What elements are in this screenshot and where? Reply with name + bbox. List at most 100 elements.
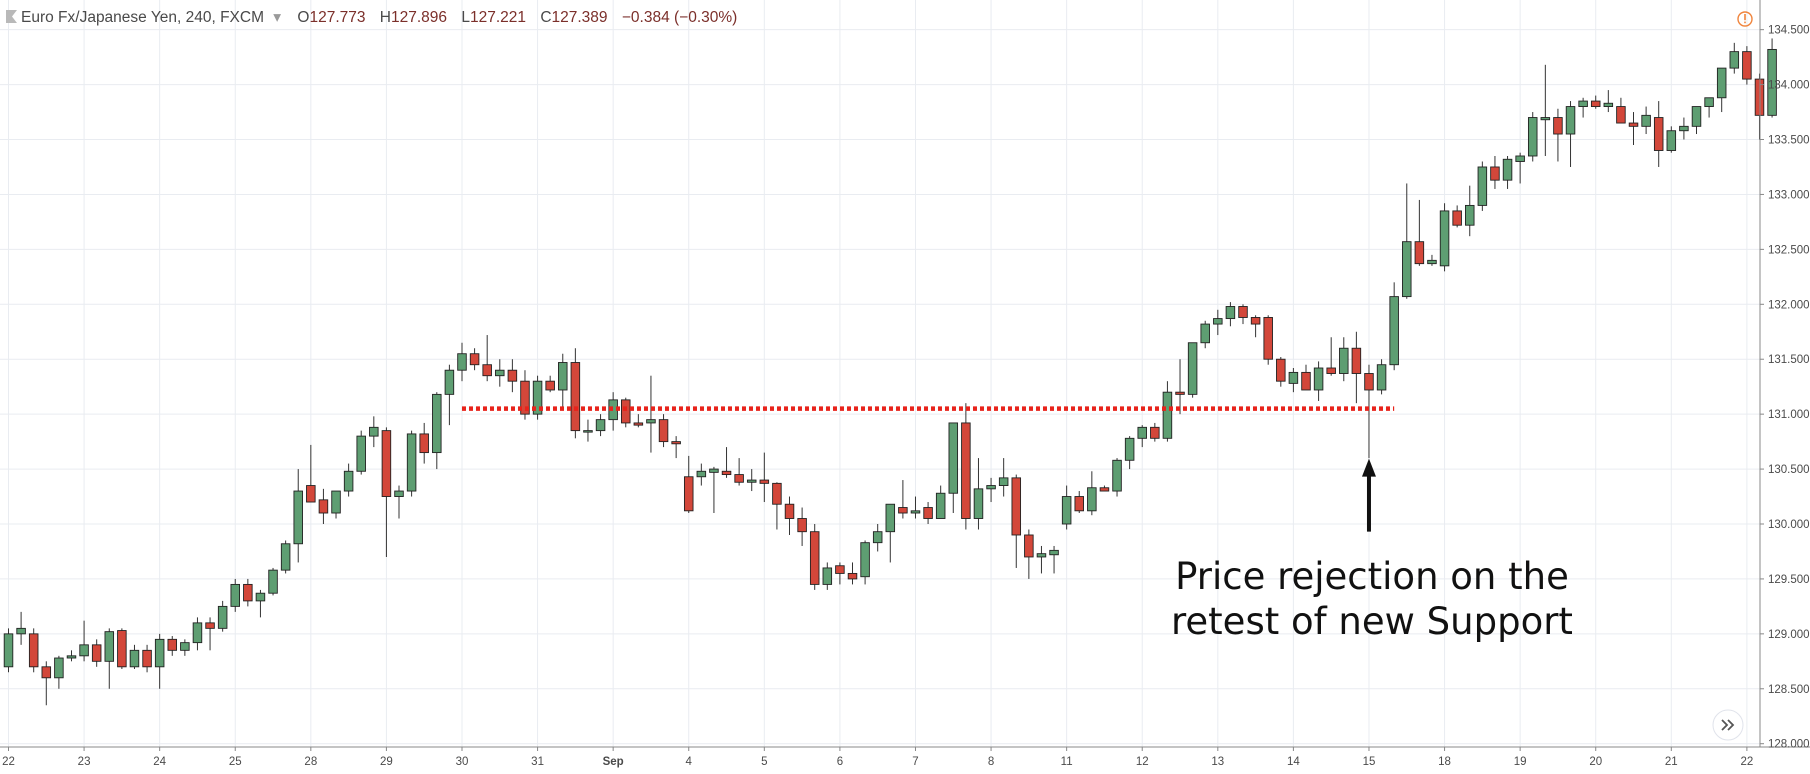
candle (406, 430, 417, 497)
candle-body (1200, 323, 1210, 344)
candle (885, 503, 896, 563)
price-axis[interactable]: 128.000 128.500 129.000 129.500 130.000 130.5… (1760, 25, 1810, 751)
candle-body (79, 644, 89, 657)
candle-body (104, 631, 115, 662)
candle (1389, 282, 1399, 371)
candle-body (1515, 155, 1525, 162)
time-tick-label: 14 (1287, 756, 1300, 768)
price-tick-label: 134.500 (1768, 25, 1810, 37)
candle (532, 375, 543, 420)
candle-body (54, 657, 64, 679)
candle (1288, 368, 1299, 393)
candle (16, 611, 26, 645)
candle-body (28, 633, 39, 668)
candle-body (935, 492, 946, 519)
candle-body (1187, 342, 1198, 395)
candle-body (998, 477, 1009, 486)
candle (520, 370, 530, 420)
header-legend: Euro Fx/Japanese Yen, 240, FXCM ▾ O127.7… (21, 9, 737, 26)
candle (1099, 485, 1110, 492)
candle (1527, 112, 1538, 162)
candle (129, 644, 140, 670)
candle (1616, 97, 1626, 124)
candle-body (1402, 241, 1412, 298)
candle-body (1427, 259, 1437, 265)
candle-body (658, 419, 669, 443)
time-tick-label: 28 (304, 756, 317, 768)
candle-body (923, 507, 933, 519)
low-label: L (461, 9, 470, 26)
candle-body (1099, 487, 1110, 492)
time-tick-label: 22 (2, 756, 15, 768)
candle (809, 523, 820, 590)
scroll-to-realtime-button[interactable] (1712, 709, 1744, 741)
candle (1477, 161, 1488, 211)
candle-body (1716, 67, 1727, 99)
candle-body (1628, 122, 1639, 127)
candle-body (1754, 78, 1765, 116)
candle-body (746, 479, 757, 483)
candle (54, 655, 64, 689)
candle-body (1238, 306, 1248, 318)
symbol-title[interactable]: Euro Fx/Japanese Yen, 240, FXCM (21, 9, 264, 26)
candle-body (1137, 426, 1147, 439)
candle (243, 578, 253, 607)
candle (1716, 67, 1727, 113)
candle-body (1439, 210, 1450, 267)
candle (1339, 337, 1349, 382)
candle-body (1578, 100, 1588, 108)
high-label: H (380, 9, 391, 26)
candle-body (961, 422, 971, 519)
time-axis[interactable]: 22 23 24 25 28 29 30 31 Sep 4 5 6 7 8 11 12 13 14 15 18 19 20… (2, 747, 1753, 768)
candle-body (1477, 166, 1488, 206)
candle-body (381, 430, 392, 497)
candle-body (192, 622, 203, 644)
candle-body (16, 627, 26, 635)
candle (1011, 474, 1022, 568)
price-tick-label: 128.500 (1768, 684, 1810, 696)
candle (369, 416, 379, 448)
candle-body (394, 490, 404, 497)
candle (356, 430, 366, 475)
candle (1238, 304, 1248, 325)
time-tick-label: 11 (1061, 756, 1073, 768)
candle (696, 463, 707, 486)
candle (1326, 337, 1336, 376)
candle-body (1540, 117, 1551, 121)
candle (570, 348, 581, 439)
candle (293, 469, 303, 563)
candle-body (1565, 106, 1576, 135)
candle (910, 496, 921, 519)
annotation-line-1: Price rejection on the (1175, 555, 1569, 598)
candle (1364, 364, 1374, 459)
candle (595, 414, 606, 437)
time-tick-label: 20 (1589, 756, 1602, 768)
annotation-line-2: retest of new Support (1171, 600, 1573, 643)
candle (709, 466, 719, 514)
candle-body (293, 490, 303, 545)
time-tick-label: 19 (1514, 756, 1527, 768)
candle (1049, 545, 1059, 574)
price-tick-label: 133.000 (1768, 189, 1810, 201)
candle (104, 628, 115, 689)
candle-body (1666, 130, 1677, 151)
candle-body (1061, 496, 1072, 525)
candle (1061, 485, 1072, 530)
time-tick-label: 12 (1136, 756, 1149, 768)
open-label: O (297, 9, 309, 26)
candle-body (331, 490, 341, 514)
candle-body (1326, 367, 1336, 374)
candle-body (683, 476, 694, 512)
candle-body (1162, 391, 1173, 439)
candle (1263, 315, 1273, 365)
candle (1679, 117, 1689, 140)
candle (1666, 126, 1677, 153)
candle (784, 496, 795, 535)
warning-icon[interactable] (1737, 11, 1753, 27)
time-tick-label: 23 (78, 756, 91, 768)
symbol-dropdown-caret[interactable]: ▾ (273, 9, 281, 26)
candle-body (1011, 477, 1022, 536)
candle-body (822, 567, 833, 585)
candle (1729, 42, 1740, 74)
